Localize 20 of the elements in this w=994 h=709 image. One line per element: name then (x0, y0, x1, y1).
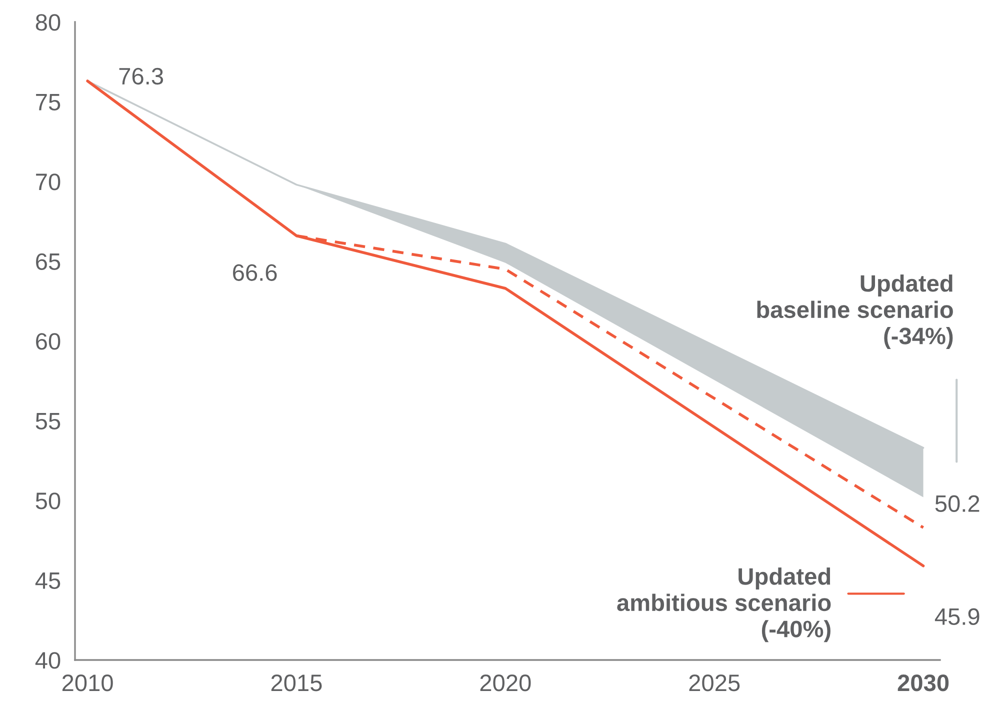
y-tick-label: 45 (35, 572, 60, 590)
x-tick-label: 2025 (689, 674, 740, 692)
y-tick-label: 65 (36, 253, 60, 270)
y-tick-label: 50 (36, 492, 60, 510)
legend-label: Updated ambitious scenario (-40%) (617, 567, 831, 642)
y-tick-label: 70 (36, 174, 60, 190)
annotation: 50.2 (935, 495, 980, 512)
y-tick-label: 80 (36, 14, 60, 31)
x-tick-label: 2010 (62, 674, 113, 692)
y-tick-label: 40 (35, 652, 60, 669)
x-tick-label: 2020 (480, 674, 531, 692)
y-tick-label: 60 (36, 333, 60, 350)
x-tick-label: 2030 (898, 674, 949, 692)
annotation: 45.9 (934, 608, 980, 626)
series-label: Updated baseline scenario (-34%) (757, 274, 953, 350)
x-tick-label: 2015 (271, 674, 322, 692)
y-tick-label: 55 (36, 413, 60, 430)
annotation: 66.6 (233, 264, 277, 281)
annotation: 76.3 (119, 68, 164, 85)
y-tick-label: 75 (36, 94, 60, 111)
